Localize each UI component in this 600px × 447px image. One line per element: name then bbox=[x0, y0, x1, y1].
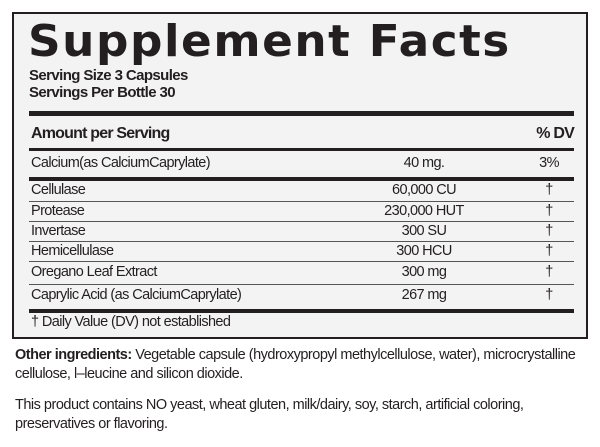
panel-title: Supplement Facts bbox=[28, 16, 511, 67]
nutrient-row: Oregano Leaf Extract 300 mg † bbox=[29, 263, 574, 283]
nutrient-row: Invertase 300 SU † bbox=[29, 222, 574, 242]
nutrient-amount: 300 SU bbox=[401, 223, 447, 239]
header-row: Amount per Serving % DV bbox=[29, 124, 575, 144]
other-ingredients: Other ingredients: Vegetable capsule (hy… bbox=[15, 346, 590, 384]
nutrient-name: Oregano Leaf Extract bbox=[31, 264, 157, 280]
nutrient-name: Calcium(as CalciumCaprylate) bbox=[31, 155, 211, 171]
nutrient-dv: † bbox=[545, 287, 553, 303]
nutrient-name: Caprylic Acid (as CalciumCaprylate) bbox=[31, 287, 242, 303]
nutrient-name: Cellulase bbox=[31, 182, 86, 198]
dv-header: % DV bbox=[536, 125, 575, 142]
divider-thick bbox=[29, 111, 574, 116]
nutrient-amount: 60,000 CU bbox=[392, 182, 457, 198]
other-ingredients-label: Other ingredients: bbox=[15, 347, 132, 363]
supplement-facts-panel: Supplement Facts Serving Size 3 Capsules… bbox=[12, 12, 588, 339]
amount-header: Amount per Serving bbox=[31, 125, 170, 142]
nutrient-name: Protease bbox=[31, 203, 85, 219]
nutrient-dv: † bbox=[545, 182, 553, 198]
nutrient-name: Hemicellulase bbox=[31, 243, 114, 259]
nutrient-name: Invertase bbox=[31, 223, 86, 239]
nutrient-dv: † bbox=[545, 203, 553, 219]
nutrient-row: Calcium(as CalciumCaprylate) 40 mg. 3% bbox=[29, 154, 574, 174]
other-ingredients-text: Vegetable capsule (hydroxypropyl methylc… bbox=[15, 347, 576, 382]
nutrient-dv: † bbox=[545, 223, 553, 239]
nutrient-amount: 300 mg bbox=[401, 264, 447, 280]
nutrient-row: Cellulase 60,000 CU † bbox=[29, 181, 574, 201]
divider-thin bbox=[29, 261, 574, 262]
nutrient-dv: † bbox=[545, 264, 553, 280]
nutrient-amount: 40 mg. bbox=[403, 155, 445, 171]
nutrient-row: Hemicellulase 300 HCU † bbox=[29, 242, 574, 262]
nutrient-dv: † bbox=[545, 243, 553, 259]
divider bbox=[29, 148, 574, 151]
nutrient-row: Protease 230,000 HUT † bbox=[29, 202, 574, 222]
divider-thick bbox=[29, 177, 574, 181]
footnote: † Daily Value (DV) not established bbox=[31, 314, 231, 330]
divider-thin bbox=[29, 201, 574, 202]
divider-thin bbox=[29, 221, 574, 222]
servings-per-bottle: Servings Per Bottle 30 bbox=[29, 84, 176, 101]
divider-thick bbox=[29, 309, 574, 313]
nutrient-amount: 267 mg bbox=[401, 287, 447, 303]
disclaimer: This product contains NO yeast, wheat gl… bbox=[15, 397, 524, 432]
nutrient-row: Caprylic Acid (as CalciumCaprylate) 267 … bbox=[29, 286, 574, 306]
nutrient-amount: 230,000 HUT bbox=[384, 203, 464, 219]
divider-thin bbox=[29, 284, 574, 285]
nutrient-amount: 300 HCU bbox=[396, 243, 452, 259]
serving-size: Serving Size 3 Capsules bbox=[29, 67, 188, 84]
divider-thin bbox=[29, 241, 574, 242]
nutrient-dv: 3% bbox=[539, 155, 559, 171]
